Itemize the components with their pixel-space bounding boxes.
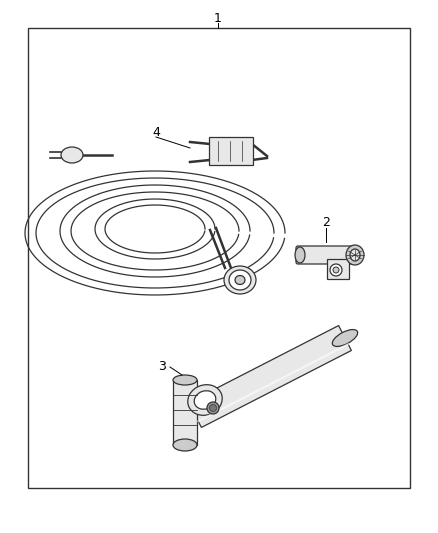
FancyBboxPatch shape	[209, 137, 253, 165]
Ellipse shape	[346, 245, 364, 265]
Ellipse shape	[295, 247, 305, 263]
Ellipse shape	[229, 270, 251, 290]
Ellipse shape	[173, 439, 197, 451]
Ellipse shape	[188, 385, 222, 415]
FancyBboxPatch shape	[327, 259, 349, 279]
Ellipse shape	[61, 147, 83, 163]
Ellipse shape	[194, 391, 216, 409]
Ellipse shape	[350, 249, 360, 261]
Polygon shape	[173, 380, 197, 445]
Ellipse shape	[209, 405, 216, 411]
Ellipse shape	[207, 402, 219, 414]
Ellipse shape	[235, 276, 245, 285]
Text: 3: 3	[158, 360, 166, 374]
Ellipse shape	[224, 266, 256, 294]
Ellipse shape	[173, 375, 197, 385]
Bar	[28, 28, 410, 488]
Circle shape	[330, 264, 342, 276]
Text: 4: 4	[152, 125, 160, 139]
FancyBboxPatch shape	[296, 246, 355, 264]
Ellipse shape	[332, 329, 358, 346]
Circle shape	[333, 267, 339, 273]
Text: 1: 1	[214, 12, 222, 25]
Polygon shape	[189, 326, 351, 427]
Text: 2: 2	[322, 215, 330, 229]
